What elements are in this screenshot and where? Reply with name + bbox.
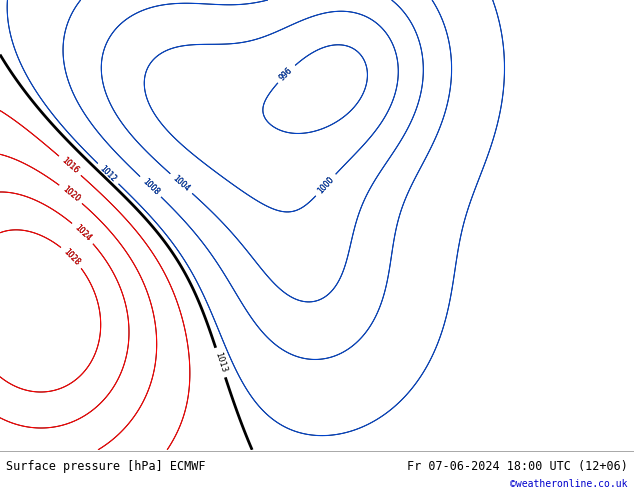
Text: 1012: 1012: [98, 164, 118, 184]
Text: 1004: 1004: [171, 174, 191, 194]
Text: 996: 996: [278, 66, 295, 82]
Bar: [0, 451, 634, 452]
Text: 1028: 1028: [62, 247, 82, 267]
Text: ©weatheronline.co.uk: ©weatheronline.co.uk: [510, 479, 628, 489]
Text: 996: 996: [278, 66, 295, 82]
Text: 1020: 1020: [60, 185, 81, 204]
Text: 1016: 1016: [60, 156, 80, 175]
Text: 1028: 1028: [62, 247, 82, 267]
Text: 1016: 1016: [60, 156, 80, 175]
Text: 1013: 1013: [213, 351, 228, 374]
Text: 1024: 1024: [73, 223, 93, 243]
Text: 1008: 1008: [141, 177, 160, 196]
Text: 1008: 1008: [141, 177, 160, 196]
Text: 1012: 1012: [98, 164, 118, 184]
Text: 1000: 1000: [316, 175, 335, 195]
Text: Surface pressure [hPa] ECMWF: Surface pressure [hPa] ECMWF: [6, 460, 206, 473]
Text: Fr 07-06-2024 18:00 UTC (12+06): Fr 07-06-2024 18:00 UTC (12+06): [407, 460, 628, 473]
Text: 1000: 1000: [316, 175, 335, 195]
Text: 1004: 1004: [171, 174, 191, 194]
Text: 1024: 1024: [73, 223, 93, 243]
Text: 1020: 1020: [60, 185, 81, 204]
